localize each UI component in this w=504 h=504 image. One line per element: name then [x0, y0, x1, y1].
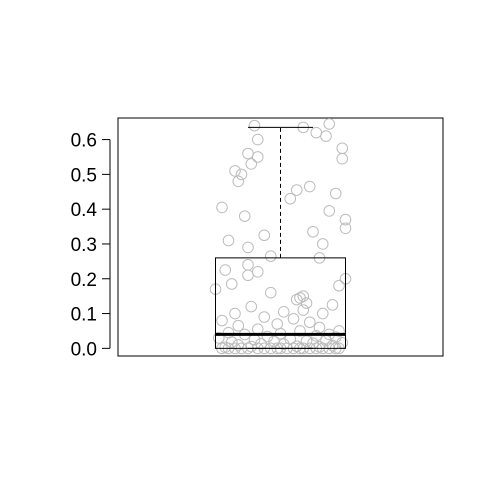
data-point [225, 278, 238, 290]
data-point [216, 314, 228, 327]
data-point [216, 201, 228, 214]
data-point [287, 312, 300, 325]
data-point [229, 165, 241, 177]
data-point [219, 264, 232, 276]
data-point [339, 213, 352, 226]
y-tick-label-1: 0.1 [71, 305, 97, 326]
data-point [339, 222, 352, 235]
data-point [303, 316, 316, 329]
data-point [251, 133, 264, 146]
data-point [313, 341, 326, 353]
data-point [242, 259, 254, 271]
data-point [258, 229, 271, 242]
data-point [290, 184, 303, 196]
data-point [245, 300, 258, 313]
data-point [294, 325, 306, 337]
data-point [333, 279, 345, 292]
data-point [242, 241, 254, 254]
data-point [255, 338, 267, 350]
data-point [333, 325, 345, 337]
data-point [251, 323, 264, 336]
data-point [313, 321, 326, 334]
data-point [284, 192, 297, 205]
y-axis: 0.0 0.1 0.2 0.3 0.4 0.5 0.6 [71, 131, 111, 360]
data-point [242, 269, 254, 282]
data-point [222, 326, 235, 339]
data-point [232, 175, 245, 188]
data-point [242, 147, 254, 160]
data-point [264, 250, 277, 262]
data-point [326, 299, 339, 311]
y-tick-label-6: 0.6 [71, 131, 97, 152]
y-tick-label-4: 0.4 [71, 200, 98, 221]
y-tick-label-2: 0.2 [71, 270, 97, 291]
data-point [245, 340, 258, 353]
data-point [271, 318, 284, 330]
plot-frame [117, 117, 444, 357]
data-point [336, 152, 349, 165]
data-point [258, 311, 271, 323]
data-point [297, 290, 310, 302]
data-point [297, 304, 310, 316]
data-point [303, 180, 316, 193]
data-point [229, 307, 241, 320]
y-tick-label-5: 0.5 [71, 165, 97, 186]
y-tick-label-3: 0.3 [71, 235, 97, 256]
data-point [300, 297, 313, 309]
data-point [238, 210, 251, 222]
data-point [277, 306, 290, 318]
data-point [323, 205, 336, 217]
data-point [316, 307, 329, 320]
data-point [245, 158, 258, 170]
data-point [232, 319, 245, 332]
data-point [307, 225, 319, 238]
box [215, 126, 346, 349]
data-point [251, 151, 264, 163]
data-point [235, 168, 248, 181]
data-point [310, 126, 323, 139]
y-tick-label-0: 0.0 [71, 339, 97, 360]
data-point [290, 340, 303, 353]
data-point [316, 238, 329, 250]
data-point [336, 142, 349, 155]
data-point [232, 339, 245, 351]
data-point [323, 118, 336, 130]
data-point [212, 332, 225, 344]
data-point [329, 187, 342, 200]
data-point [329, 331, 342, 344]
data-point [264, 286, 277, 299]
data-point [251, 265, 264, 278]
data-point [222, 234, 235, 247]
data-point [261, 330, 274, 343]
data-point [320, 130, 332, 142]
data-point [248, 119, 261, 132]
